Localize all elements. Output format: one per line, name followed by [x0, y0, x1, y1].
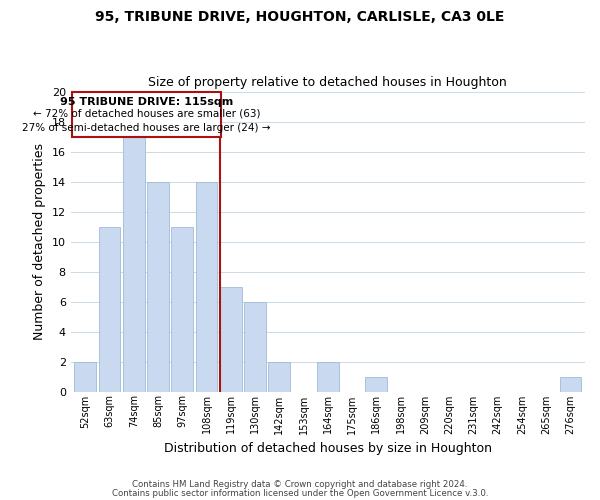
Bar	[98, 227, 121, 392]
Bar	[268, 362, 290, 392]
Bar	[74, 362, 96, 392]
Bar	[220, 286, 242, 392]
Text: Contains HM Land Registry data © Crown copyright and database right 2024.: Contains HM Land Registry data © Crown c…	[132, 480, 468, 489]
Y-axis label: Number of detached properties: Number of detached properties	[33, 144, 46, 340]
Text: ← 72% of detached houses are smaller (63): ← 72% of detached houses are smaller (63…	[33, 109, 260, 119]
Text: 95, TRIBUNE DRIVE, HOUGHTON, CARLISLE, CA3 0LE: 95, TRIBUNE DRIVE, HOUGHTON, CARLISLE, C…	[95, 10, 505, 24]
Bar	[560, 376, 581, 392]
Text: 27% of semi-detached houses are larger (24) →: 27% of semi-detached houses are larger (…	[22, 123, 271, 133]
Bar	[147, 182, 169, 392]
X-axis label: Distribution of detached houses by size in Houghton: Distribution of detached houses by size …	[164, 442, 492, 455]
Bar	[365, 376, 387, 392]
Bar	[317, 362, 339, 392]
FancyBboxPatch shape	[72, 92, 221, 137]
Bar	[123, 137, 145, 392]
Text: Contains public sector information licensed under the Open Government Licence v.: Contains public sector information licen…	[112, 488, 488, 498]
Bar	[196, 182, 217, 392]
Bar	[172, 227, 193, 392]
Title: Size of property relative to detached houses in Houghton: Size of property relative to detached ho…	[148, 76, 507, 90]
Bar	[244, 302, 266, 392]
Text: 95 TRIBUNE DRIVE: 115sqm: 95 TRIBUNE DRIVE: 115sqm	[60, 97, 233, 107]
